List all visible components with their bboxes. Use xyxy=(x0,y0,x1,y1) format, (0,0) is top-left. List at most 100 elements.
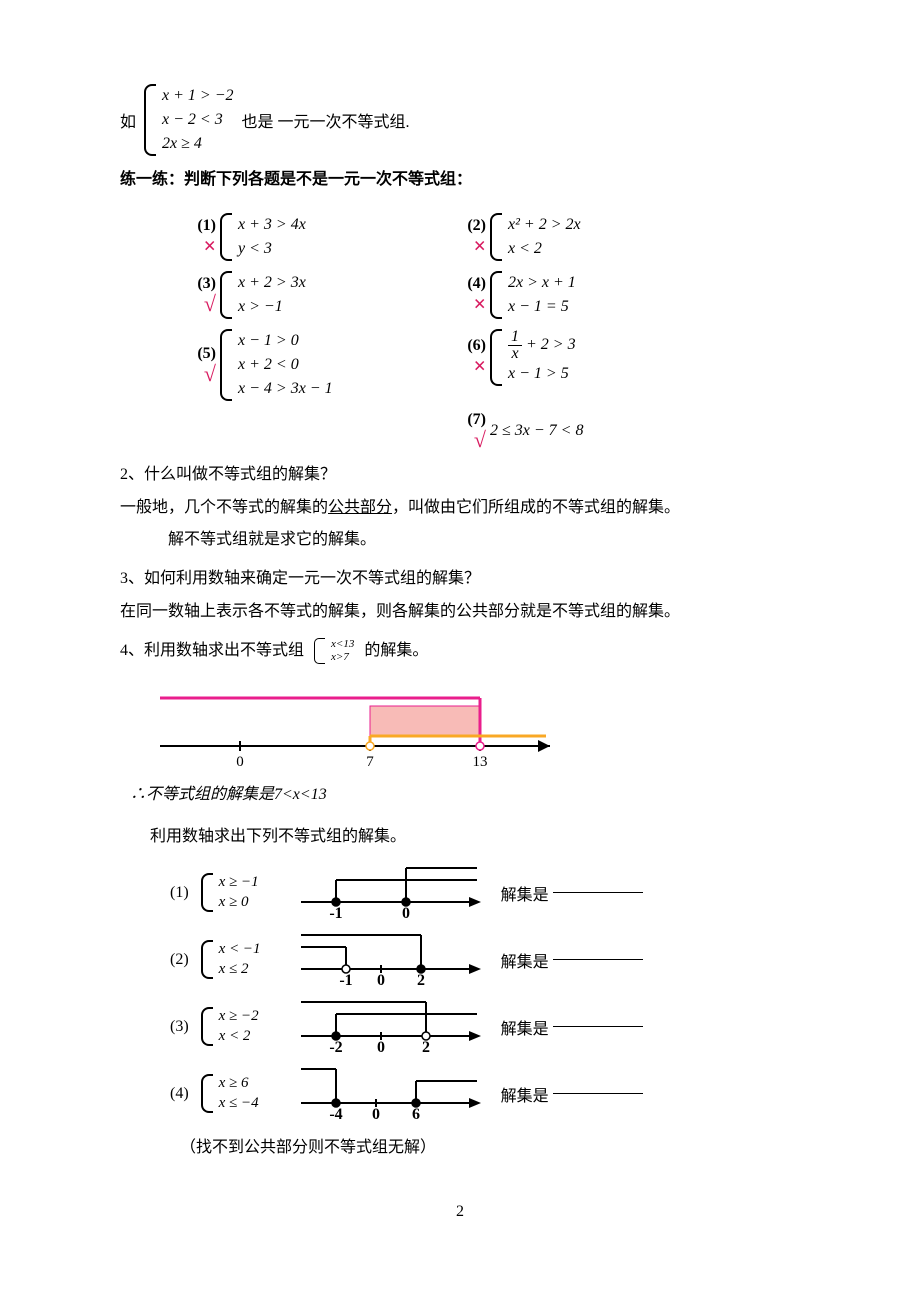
brace-icon xyxy=(220,329,232,401)
sys-line: x ≥ −2 xyxy=(219,1007,259,1027)
solution-row: (4)x ≥ 6x ≤ −4-406解集是 xyxy=(170,1063,800,1124)
svg-text:-4: -4 xyxy=(329,1106,342,1119)
page-number: 2 xyxy=(120,1203,800,1221)
intro-system: x + 1 > −2 x − 2 < 3 2x ≥ 4 xyxy=(162,84,234,156)
sys-line: x − 1 = 5 xyxy=(508,295,576,319)
number-line-svg: 0 7 13 xyxy=(140,676,570,766)
sys-line: 1x + 2 > 3 xyxy=(508,329,576,362)
sys-line: x ≥ 0 xyxy=(219,893,259,913)
q2-line2: 解不等式组就是求它的解集。 xyxy=(168,526,800,555)
intro-suffix: 也是 一元一次不等式组. xyxy=(242,108,410,132)
svg-text:0: 0 xyxy=(236,754,244,766)
brace-icon xyxy=(201,1007,213,1046)
solution-system: x ≥ 6x ≤ −4 xyxy=(219,1074,259,1113)
answer-label: 解集是 xyxy=(501,881,549,905)
exercises: (1)×x + 3 > 4xy < 3(2)×x² + 2 > 2xx < 2(… xyxy=(180,213,800,451)
answer-blank xyxy=(553,1093,643,1094)
q2-title: 2、什么叫做不等式组的解集？ xyxy=(120,461,800,490)
sys-line: x + 2 > 3x xyxy=(238,271,306,295)
brace-icon xyxy=(201,940,213,979)
intro-row: 如 x + 1 > −2 x − 2 < 3 2x ≥ 4 也是 一元一次不等式… xyxy=(120,84,800,156)
answer-label: 解集是 xyxy=(501,1015,549,1039)
sys-line: y < 3 xyxy=(238,237,306,261)
sys-line: x + 2 < 0 xyxy=(238,353,333,377)
cross-icon: × xyxy=(473,235,486,257)
exercise-body: 2 ≤ 3x − 7 < 8 xyxy=(490,422,583,440)
mini-number-line: -406 xyxy=(291,1063,491,1119)
brace-icon xyxy=(314,638,325,664)
q4-conclusion: ∴不等式组的解集是7<x<13 xyxy=(130,781,800,810)
exercise-body: x − 1 > 0x + 2 < 0x − 4 > 3x − 1 xyxy=(238,329,333,401)
q4-row: 4、利用数轴求出不等式组 x<13 x>7 的解集。 xyxy=(120,637,800,666)
exercise-body: x² + 2 > 2xx < 2 xyxy=(508,213,581,261)
q2-a: 一般地，几个不等式的解集的 xyxy=(120,499,328,516)
sys-line: x < −1 xyxy=(219,940,261,960)
sys-line: x < 2 xyxy=(508,237,581,261)
svg-text:6: 6 xyxy=(412,1106,420,1119)
solution-system: x ≥ −1x ≥ 0 xyxy=(219,873,259,912)
q4-suffix: 的解集。 xyxy=(364,642,428,659)
svg-text:7: 7 xyxy=(366,754,374,766)
sys-line: 2x > x + 1 xyxy=(508,271,576,295)
sys-line: x − 1 > 5 xyxy=(508,362,576,386)
sys-line: x ≤ 2 xyxy=(219,960,261,980)
q2-u: 公共部分 xyxy=(328,499,392,516)
solution-number: (1) xyxy=(170,884,189,902)
sys-line: x ≥ 6 xyxy=(219,1074,259,1094)
solution-row: (2) x < −1x ≤ 2 -1 0 2 解集是 xyxy=(170,929,800,990)
brace-icon xyxy=(490,213,502,261)
answer-label: 解集是 xyxy=(501,948,549,972)
sys-line: x ≥ −1 xyxy=(219,873,259,893)
cross-icon: × xyxy=(473,293,486,315)
brace-icon xyxy=(220,271,232,319)
mini-number-line: -2 0 2 xyxy=(291,996,491,1052)
svg-text:-1: -1 xyxy=(329,905,342,918)
q3-line1: 在同一数轴上表示各不等式的解集，则各解集的公共部分就是不等式组的解集。 xyxy=(120,598,800,627)
check-icon: √ xyxy=(204,293,216,315)
svg-text:-2: -2 xyxy=(329,1039,342,1052)
exercise-body: x + 3 > 4xy < 3 xyxy=(238,213,306,261)
brace-icon xyxy=(144,84,156,156)
svg-text:2: 2 xyxy=(417,972,425,985)
answer-label: 解集是 xyxy=(501,1082,549,1106)
sys-line: x ≤ −4 xyxy=(219,1094,259,1114)
q2-line1: 一般地，几个不等式的解集的公共部分，叫做由它们所组成的不等式组的解集。 xyxy=(120,494,800,523)
solution-number: (2) xyxy=(170,951,189,969)
sys-line: x < 2 xyxy=(219,1027,259,1047)
svg-text:2: 2 xyxy=(422,1039,430,1052)
brace-icon xyxy=(490,271,502,319)
intro-prefix: 如 xyxy=(120,108,136,132)
sys-line: x − 4 > 3x − 1 xyxy=(238,377,333,401)
answer-blank xyxy=(553,892,643,893)
main-number-line: 0 7 13 xyxy=(140,676,800,771)
svg-text:0: 0 xyxy=(377,1039,385,1052)
sys-line: x² + 2 > 2x xyxy=(508,213,581,237)
page: 如 x + 1 > −2 x − 2 < 3 2x ≥ 4 也是 一元一次不等式… xyxy=(0,0,920,1261)
cross-icon: × xyxy=(203,235,216,257)
brace-icon xyxy=(201,1074,213,1113)
solution-system: x ≥ −2x < 2 xyxy=(219,1007,259,1046)
svg-text:-1: -1 xyxy=(339,972,352,985)
q4-sys-line: x<13 xyxy=(331,638,354,651)
sys-line: 2x ≥ 4 xyxy=(162,132,234,156)
q4-sys-line: x>7 xyxy=(331,651,354,664)
solution-row: (3)x ≥ −2x < 2-202解集是 xyxy=(170,996,800,1057)
exercise-body: 1x + 2 > 3x − 1 > 5 xyxy=(508,329,576,386)
q2-b: ，叫做由它们所组成的不等式组的解集。 xyxy=(392,499,680,516)
practice-title: 练一练：判断下列各题是不是一元一次不等式组： xyxy=(120,166,800,195)
mini-number-line: -1 0 2 xyxy=(291,929,491,985)
svg-text:0: 0 xyxy=(377,972,385,985)
check-icon: √ xyxy=(474,429,486,451)
footer-note: （找不到公共部分则不等式组无解） xyxy=(180,1134,800,1163)
sys-line: x + 3 > 4x xyxy=(238,213,306,237)
exercise-body: 2x > x + 1x − 1 = 5 xyxy=(508,271,576,319)
brace-icon xyxy=(201,873,213,912)
sys-line: x − 2 < 3 xyxy=(162,108,234,132)
answer-blank xyxy=(553,959,643,960)
q4-prefix: 4、利用数轴求出不等式组 xyxy=(120,642,304,659)
solution-row: (1) x ≥ −1x ≥ 0 -1 0 解集是 xyxy=(170,862,800,923)
svg-text:13: 13 xyxy=(473,754,488,766)
mini-number-line: -1 0 xyxy=(291,862,491,918)
svg-text:0: 0 xyxy=(402,905,410,918)
exercise-body: x + 2 > 3xx > −1 xyxy=(238,271,306,319)
